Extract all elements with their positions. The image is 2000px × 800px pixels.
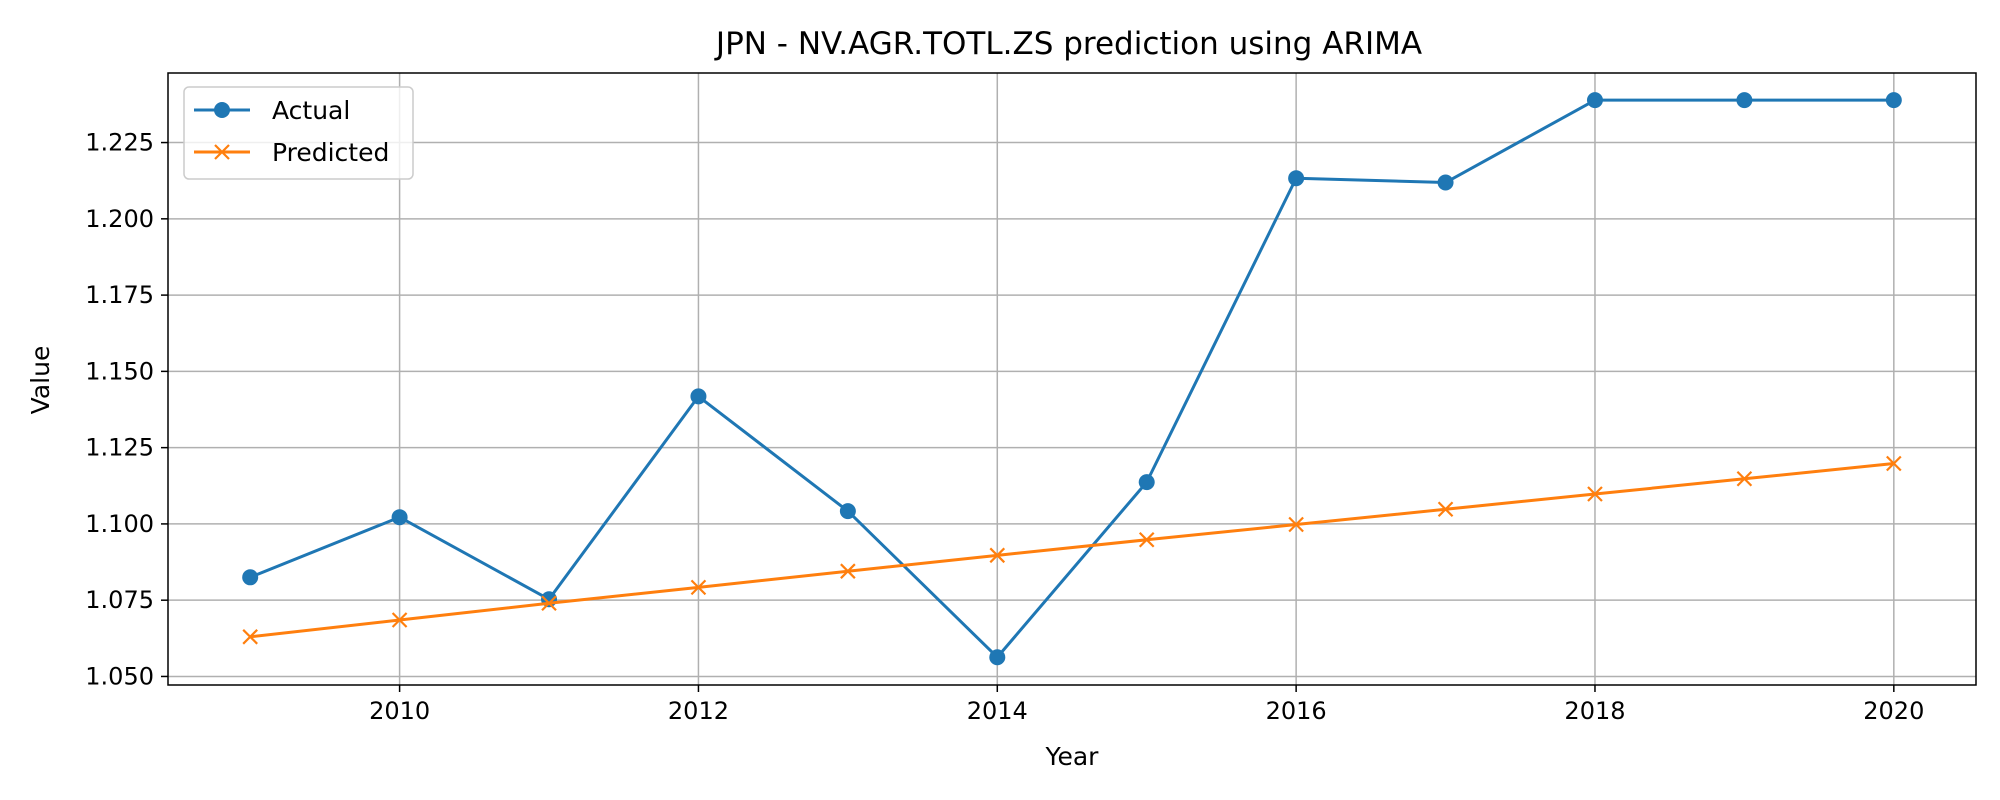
y-tick-label: 1.175: [85, 281, 154, 309]
predicted-marker-stroke: [1886, 455, 1902, 472]
predicted-marker-stroke: [1437, 501, 1454, 518]
chart-title: JPN - NV.AGR.TOTL.ZS prediction using AR…: [714, 26, 1422, 62]
actual-data-point: [1288, 170, 1305, 187]
actual-data-point: [1736, 92, 1753, 109]
ticks: 2010 2012 2014 2016 2018 2020 1.050 1.075 1.100 1…: [85, 129, 1924, 725]
predicted-marker-stroke: [1587, 486, 1603, 502]
predicted-data-point: [1288, 516, 1304, 533]
predicted-data-point: [1138, 532, 1155, 548]
x-tick-label: 2018: [1564, 697, 1625, 725]
grid: [168, 73, 1976, 685]
actual-data-point: [1885, 92, 1902, 109]
y-tick-label: 1.075: [85, 586, 154, 614]
actual-data-point: [391, 509, 408, 526]
actual-data-point: [1586, 92, 1603, 109]
predicted-marker-stroke: [840, 563, 856, 579]
plot-frame: [167, 72, 1977, 686]
predicted-data-point: [1736, 470, 1753, 487]
predicted-data-point: [1886, 455, 1902, 472]
predicted-data-point: [1437, 501, 1454, 518]
predicted-marker-stroke: [989, 547, 1006, 564]
actual-data-point: [839, 503, 856, 520]
predicted-data-point: [541, 595, 557, 612]
actual-series-line: [249, 98, 1894, 659]
predicted-data-point: [690, 579, 707, 596]
predicted-marker-stroke: [242, 629, 258, 645]
y-tick-label: 1.150: [85, 357, 154, 385]
x-axis-label: Year: [1045, 742, 1100, 771]
predicted-data-point: [242, 629, 258, 645]
predicted-marker-stroke: [1736, 470, 1753, 487]
actual-data-point: [1138, 474, 1155, 491]
predicted-marker-stroke: [391, 612, 408, 628]
predicted-data-point: [1587, 486, 1603, 502]
legend-actual-marker: [214, 102, 230, 118]
predicted-marker-stroke: [1138, 532, 1155, 548]
y-tick-label: 1.225: [85, 129, 154, 157]
x-tick-label: 2016: [1266, 697, 1327, 725]
y-tick-label: 1.200: [85, 205, 154, 233]
legend-predicted-label: Predicted: [272, 138, 389, 167]
predicted-data-point: [391, 612, 408, 628]
actual-data-point: [690, 388, 707, 405]
predicted-data-point: [840, 563, 856, 579]
legend-actual-label: Actual: [272, 96, 350, 125]
predicted-data-point: [989, 547, 1006, 564]
predicted-marker-stroke: [541, 595, 557, 612]
x-tick-label: 2020: [1863, 697, 1924, 725]
legend-predicted-marker: [214, 144, 230, 160]
actual-data-point: [1437, 174, 1454, 191]
y-tick-label: 1.100: [85, 510, 154, 538]
predicted-marker-stroke: [690, 579, 707, 596]
x-tick-label: 2010: [369, 697, 430, 725]
y-tick-label: 1.050: [85, 662, 154, 690]
series-group: [242, 92, 1902, 666]
actual-data-point: [242, 569, 259, 586]
actual-data-point: [989, 649, 1006, 666]
predicted-marker-stroke: [1288, 516, 1304, 533]
y-tick-label: 1.125: [85, 434, 154, 462]
predicted-series-line: [250, 462, 1894, 639]
legend: Actual Predicted: [183, 86, 414, 180]
y-axis-label: Value: [26, 346, 55, 415]
x-tick-label: 2014: [967, 697, 1028, 725]
x-tick-label: 2012: [668, 697, 729, 725]
